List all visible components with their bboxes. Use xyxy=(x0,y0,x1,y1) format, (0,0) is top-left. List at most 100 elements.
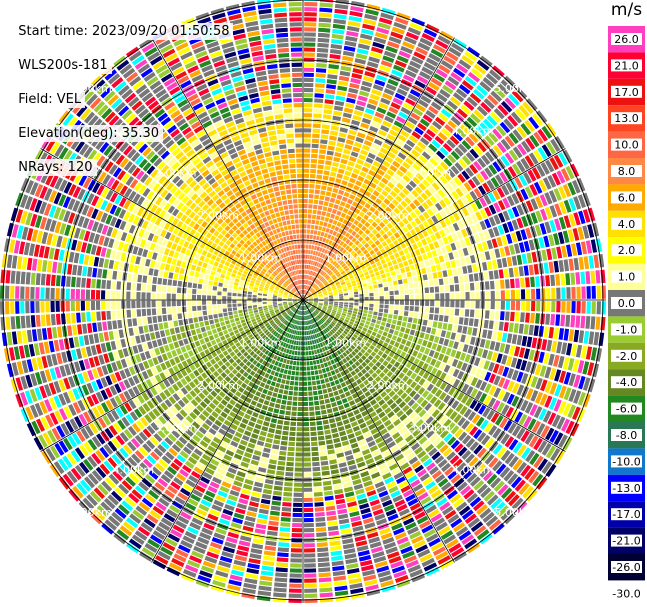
velocity-gate xyxy=(363,286,368,291)
velocity-gate xyxy=(107,515,121,527)
velocity-gate xyxy=(114,487,126,499)
velocity-gate xyxy=(309,234,313,240)
velocity-gate xyxy=(470,254,476,264)
velocity-gate xyxy=(119,463,131,475)
velocity-gate xyxy=(365,274,371,280)
velocity-gate xyxy=(132,397,141,407)
velocity-gate xyxy=(255,445,263,452)
velocity-gate xyxy=(437,402,446,411)
velocity-gate xyxy=(361,225,367,232)
velocity-gate xyxy=(338,388,344,395)
velocity-gate xyxy=(288,328,292,333)
velocity-gate xyxy=(312,329,316,334)
velocity-gate xyxy=(387,249,393,256)
velocity-gate xyxy=(541,461,553,475)
velocity-gate xyxy=(465,453,475,464)
velocity-gate xyxy=(335,324,340,329)
velocity-gate xyxy=(329,459,337,465)
velocity-gate xyxy=(553,260,560,273)
velocity-gate xyxy=(316,235,320,241)
velocity-gate xyxy=(399,426,408,435)
velocity-gate xyxy=(578,375,586,390)
velocity-gate xyxy=(240,348,246,354)
velocity-gate xyxy=(144,414,153,424)
velocity-gate xyxy=(259,382,266,388)
velocity-gate xyxy=(346,496,356,503)
velocity-gate xyxy=(172,365,180,373)
velocity-gate xyxy=(103,460,114,472)
velocity-gate xyxy=(262,327,267,332)
velocity-gate xyxy=(160,402,169,411)
velocity-gate xyxy=(504,245,511,256)
velocity-gate xyxy=(235,332,241,338)
velocity-gate xyxy=(444,123,455,134)
velocity-gate xyxy=(312,461,320,467)
velocity-gate xyxy=(368,310,373,315)
velocity-gate xyxy=(263,336,269,342)
velocity-gate xyxy=(329,54,341,60)
velocity-gate xyxy=(152,357,159,366)
velocity-gate xyxy=(340,212,347,218)
velocity-gate xyxy=(307,371,311,376)
velocity-gate xyxy=(353,288,358,292)
velocity-gate xyxy=(338,291,343,295)
velocity-gate xyxy=(501,404,510,416)
velocity-gate xyxy=(439,391,447,401)
velocity-gate xyxy=(310,260,314,265)
velocity-gate xyxy=(313,296,318,299)
velocity-gate xyxy=(206,551,219,559)
velocity-gate xyxy=(332,287,337,291)
velocity-gate xyxy=(303,224,307,229)
velocity-gate xyxy=(439,559,454,570)
velocity-gate xyxy=(414,249,421,256)
velocity-gate xyxy=(315,322,319,327)
velocity-gate xyxy=(367,198,374,205)
velocity-gate xyxy=(276,313,281,317)
velocity-gate xyxy=(251,433,259,440)
velocity-gate xyxy=(309,178,316,184)
velocity-gate xyxy=(104,477,116,489)
velocity-gate xyxy=(372,432,381,440)
velocity-gate xyxy=(252,384,259,390)
velocity-gate xyxy=(292,329,295,335)
velocity-gate xyxy=(283,491,293,497)
velocity-gate xyxy=(127,388,136,398)
velocity-gate xyxy=(405,421,414,430)
velocity-gate xyxy=(201,422,210,431)
velocity-gate xyxy=(485,300,490,309)
velocity-gate xyxy=(309,255,313,260)
velocity-gate xyxy=(454,147,464,157)
velocity-gate xyxy=(188,381,196,389)
velocity-gate xyxy=(150,422,160,432)
velocity-gate xyxy=(369,206,376,213)
velocity-gate xyxy=(359,33,373,41)
velocity-gate xyxy=(420,192,429,201)
velocity-gate xyxy=(470,113,481,124)
velocity-gate xyxy=(325,382,331,388)
velocity-gate xyxy=(354,354,360,360)
velocity-gate xyxy=(317,268,321,273)
velocity-gate xyxy=(321,226,327,232)
velocity-gate xyxy=(388,313,393,319)
velocity-gate xyxy=(435,379,443,388)
velocity-gate xyxy=(344,40,357,47)
velocity-gate xyxy=(212,398,220,406)
velocity-gate xyxy=(321,317,326,322)
velocity-gate xyxy=(273,439,281,445)
velocity-gate xyxy=(318,369,323,375)
velocity-gate xyxy=(510,289,516,300)
velocity-gate xyxy=(231,368,238,375)
velocity-gate xyxy=(155,555,169,565)
velocity-gate xyxy=(267,326,273,331)
velocity-gate xyxy=(291,527,303,533)
velocity-gate xyxy=(392,431,401,440)
velocity-gate xyxy=(371,276,377,282)
velocity-gate xyxy=(315,310,319,314)
velocity-gate xyxy=(401,272,407,279)
velocity-gate xyxy=(325,238,330,244)
velocity-gate xyxy=(479,80,492,93)
velocity-gate xyxy=(518,482,530,496)
velocity-gate xyxy=(364,190,372,198)
velocity-gate xyxy=(225,449,235,457)
velocity-gate xyxy=(313,113,322,119)
